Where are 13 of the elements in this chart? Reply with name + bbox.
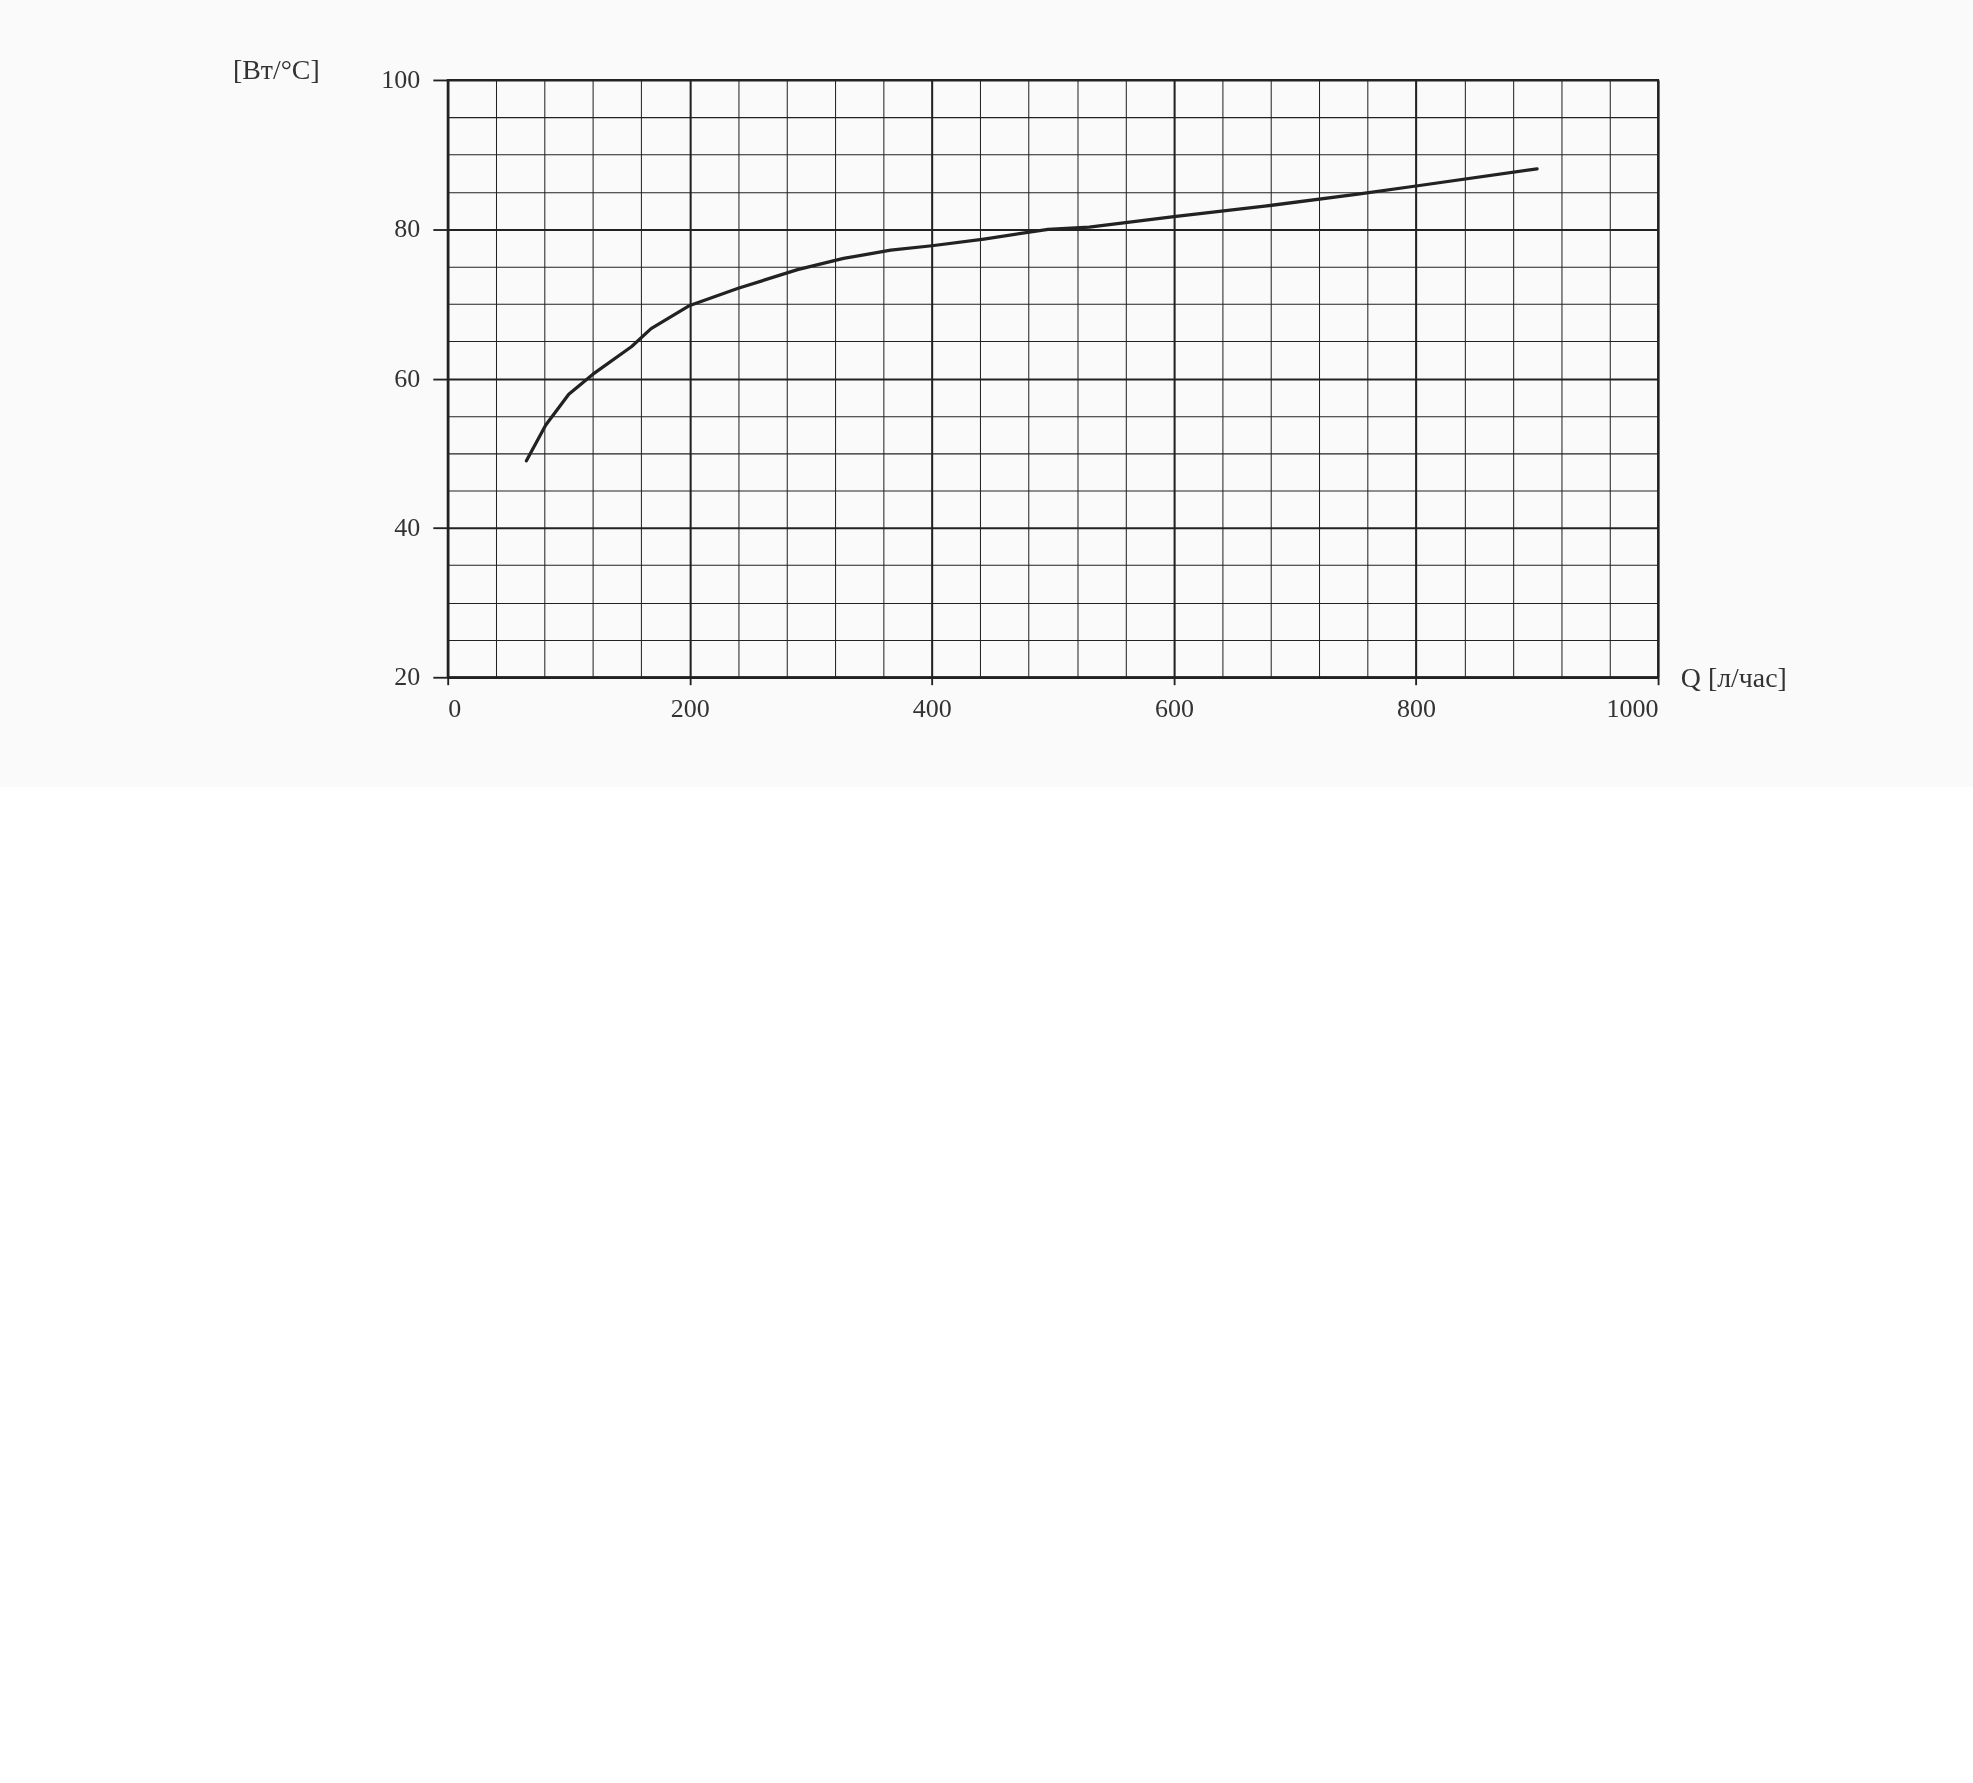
x-tick-label: 600 xyxy=(1154,693,1194,723)
x-tick-label: 0 xyxy=(448,693,462,723)
y-tick-label: 40 xyxy=(394,512,421,542)
y-tick-label: 60 xyxy=(394,363,421,393)
x-tick-label: 200 xyxy=(670,693,710,723)
x-tick-label: 1000 xyxy=(1606,693,1659,723)
y-tick-label: 100 xyxy=(381,64,421,94)
x-axis-title: Q [л/час] xyxy=(1680,662,1787,694)
y-tick-label: 80 xyxy=(394,214,421,244)
y-tick-label: 20 xyxy=(394,662,421,692)
x-tick-label: 800 xyxy=(1396,693,1436,723)
x-tick-label: 400 xyxy=(912,693,952,723)
y-axis-title: [Вт/°C] xyxy=(232,53,320,85)
